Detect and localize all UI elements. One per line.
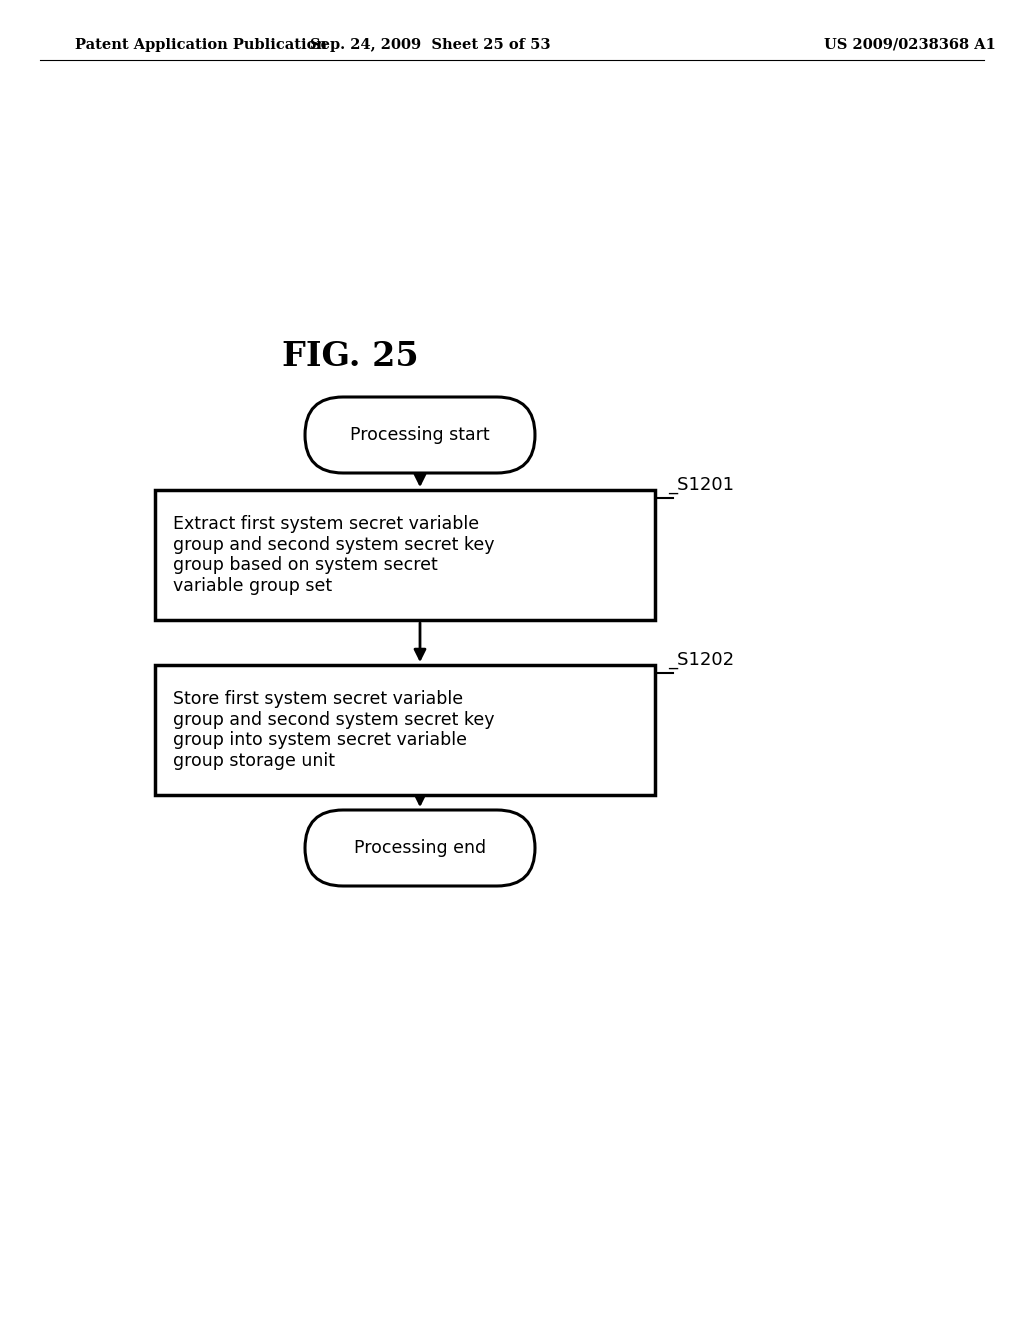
Text: Store first system secret variable
group and second system secret key
group into: Store first system secret variable group… xyxy=(173,690,495,770)
Text: Extract first system secret variable
group and second system secret key
group ba: Extract first system secret variable gro… xyxy=(173,515,495,595)
Text: Sep. 24, 2009  Sheet 25 of 53: Sep. 24, 2009 Sheet 25 of 53 xyxy=(309,38,550,51)
Text: _S1201: _S1201 xyxy=(668,477,734,494)
Text: FIG. 25: FIG. 25 xyxy=(282,341,419,374)
Bar xyxy=(155,665,655,795)
Text: Patent Application Publication: Patent Application Publication xyxy=(75,38,327,51)
FancyBboxPatch shape xyxy=(305,810,535,886)
Text: _S1202: _S1202 xyxy=(668,651,734,669)
Bar xyxy=(155,490,655,620)
FancyBboxPatch shape xyxy=(305,397,535,473)
Text: Processing start: Processing start xyxy=(350,426,489,444)
Text: US 2009/0238368 A1: US 2009/0238368 A1 xyxy=(824,38,996,51)
Text: Processing end: Processing end xyxy=(354,840,486,857)
